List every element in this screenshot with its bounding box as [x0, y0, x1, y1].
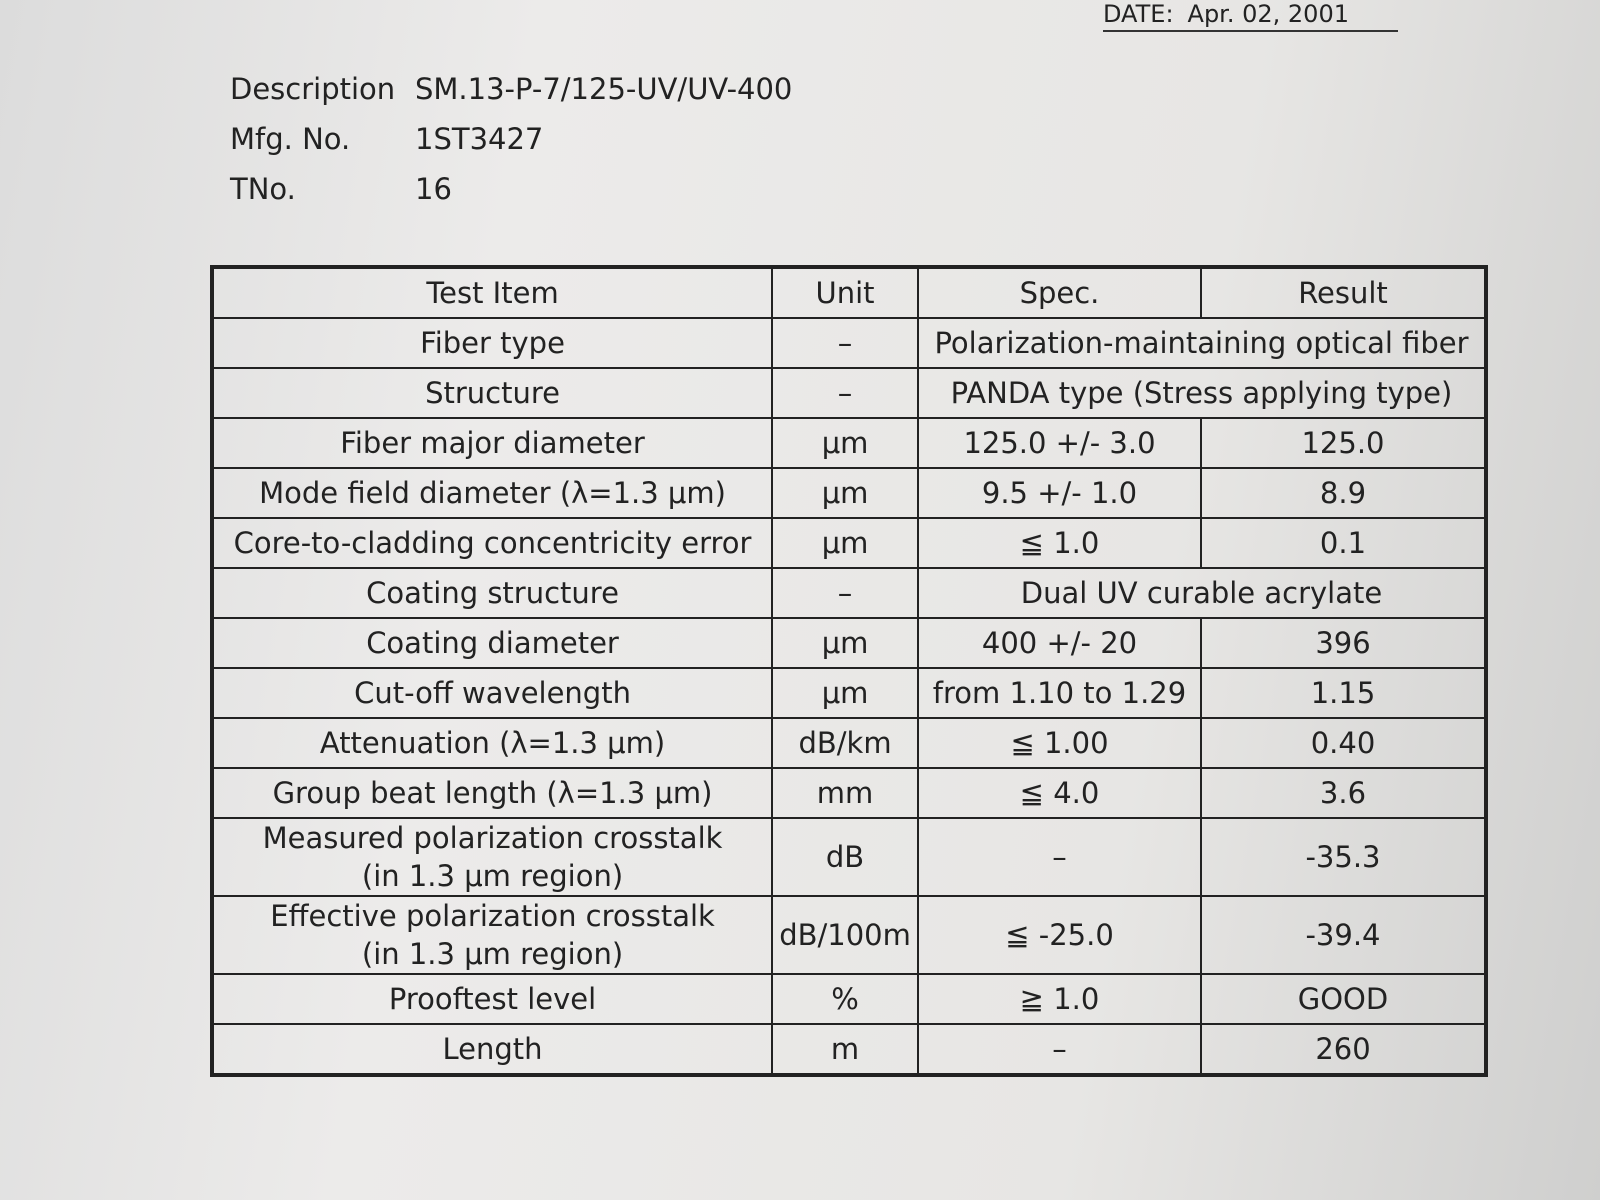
table-row: Mode field diameter (λ=1.3 μm) μm 9.5 +/- …: [210, 467, 1488, 519]
table-row: Prooftest level% ≧ 1.0 GOOD: [210, 973, 1488, 1025]
table-cell: 8.9: [1199, 467, 1488, 519]
column-header: Spec.: [917, 266, 1202, 319]
column-header: Test Item: [210, 266, 774, 319]
table-row: Fiber major diameter μm 125.0 +/- 3.0 125.0: [210, 417, 1488, 469]
table-cell: dB/km: [771, 717, 920, 769]
table-cell: Attenuation (λ=1.3 μm): [210, 717, 774, 769]
meta-value: 1ST3427: [415, 122, 544, 156]
table-cell: -35.3: [1199, 817, 1488, 897]
table-cell: -39.4: [1199, 895, 1488, 975]
table-cell: dB/100m: [771, 895, 920, 975]
table-row: Cut-off wavelength μm from 1.10 to 1.29 1.1…: [210, 667, 1488, 719]
table-cell: Core-to-cladding concentricity error: [210, 517, 774, 569]
meta-label: Description: [230, 72, 396, 106]
table-cell: ≦ 1.00: [917, 717, 1202, 769]
table-cell: –: [771, 317, 920, 369]
table-cell: –: [771, 367, 920, 419]
table-cell: ≧ 1.0: [917, 973, 1202, 1025]
column-header: Unit: [771, 266, 920, 319]
table-cell: 125.0: [1199, 417, 1488, 469]
table-cell: Fiber major diameter: [210, 417, 774, 469]
table-cell: Effective polarization crosstalk (in 1.3…: [210, 895, 774, 975]
date: DATE: Apr. 02, 2001: [1103, 0, 1398, 32]
table-cell: 0.40: [1199, 717, 1488, 769]
table-cell: Coating structure: [210, 567, 774, 619]
table-cell: μm: [771, 667, 920, 719]
table-cell: μm: [771, 517, 920, 569]
table-cell: m: [771, 1023, 920, 1076]
table-cell: ≦ -25.0: [917, 895, 1202, 975]
table-cell: 125.0 +/- 3.0: [917, 417, 1202, 469]
table-cell: ≦ 1.0: [917, 517, 1202, 569]
meta-value: SM.13-P-7/125-UV/UV-400: [415, 72, 793, 106]
table-cell: Cut-off wavelength: [210, 667, 774, 719]
table-cell: Polarization-maintaining optical fiber: [917, 317, 1487, 369]
table-cell: Fiber type: [210, 317, 774, 369]
table-cell: mm: [771, 767, 920, 819]
table-row: Coating diameter μm 400 +/- 20 396: [210, 617, 1488, 669]
date-label: DATE:: [1103, 0, 1174, 28]
table-cell: %: [771, 973, 920, 1025]
table-row: Attenuation (λ=1.3 μm) dB/km ≦ 1.00 0.40: [210, 717, 1488, 769]
table-cell: Mode field diameter (λ=1.3 μm): [210, 467, 774, 519]
table-cell: Group beat length (λ=1.3 μm): [210, 767, 774, 819]
table-row: Group beat length (λ=1.3 μm) mm ≦ 4.0 3.6: [210, 767, 1488, 819]
table-cell: –: [771, 567, 920, 619]
table-cell: –: [917, 1023, 1202, 1076]
table-cell: Dual UV curable acrylate: [917, 567, 1487, 619]
table-cell: Coating diameter: [210, 617, 774, 669]
table-cell: ≦ 4.0: [917, 767, 1202, 819]
table-cell: Structure: [210, 367, 774, 419]
table-row: Length m –260: [210, 1023, 1488, 1076]
table-cell: 0.1: [1199, 517, 1488, 569]
table-cell: Prooftest level: [210, 973, 774, 1025]
table-cell: Measured polarization crosstalk (in 1.3 …: [210, 817, 774, 897]
table-cell: from 1.10 to 1.29: [917, 667, 1202, 719]
table-cell: –: [917, 817, 1202, 897]
table-cell: μm: [771, 467, 920, 519]
table-cell: Length: [210, 1023, 774, 1076]
meta-label: Mfg. No.: [230, 122, 351, 156]
table-row: Measured polarization crosstalk (in 1.3 …: [210, 817, 1488, 897]
table-cell: 1.15: [1199, 667, 1488, 719]
table-cell: 3.6: [1199, 767, 1488, 819]
table-cell: GOOD: [1199, 973, 1488, 1025]
table-cell: 400 +/- 20: [917, 617, 1202, 669]
meta-label: TNo.: [230, 172, 296, 206]
table-row: Fiber type – Polarization-maintaining opti…: [210, 317, 1487, 369]
date-value: Apr. 02, 2001: [1187, 0, 1349, 28]
table-row: Effective polarization crosstalk (in 1.3…: [210, 895, 1488, 975]
meta-row: Description SM.13-P-7/125-UV/UV-400: [230, 72, 792, 122]
table-row: Core-to-cladding concentricity error μm ≦ …: [210, 517, 1488, 569]
table-cell: 9.5 +/- 1.0: [917, 467, 1202, 519]
table-cell: 396: [1199, 617, 1488, 669]
table-row: Coating structure – Dual UV curable acryla…: [210, 567, 1487, 619]
meta-value: 16: [415, 172, 452, 206]
table-cell: PANDA type (Stress applying type): [917, 367, 1487, 419]
column-header: Result: [1199, 266, 1488, 319]
table-cell: 260: [1199, 1023, 1488, 1076]
meta-row: TNo. 16: [230, 172, 792, 222]
meta: Description SM.13-P-7/125-UV/UV-400 Mfg. N…: [230, 72, 792, 222]
header-row: Test Item Unit Spec. Result: [210, 266, 1488, 319]
table-cell: μm: [771, 617, 920, 669]
table-cell: μm: [771, 417, 920, 469]
meta-row: Mfg. No. 1ST3427: [230, 122, 792, 172]
table-row: Structure – PANDA type (Stress applying ty…: [210, 367, 1487, 419]
table-cell: dB: [771, 817, 920, 897]
spec-table: Test Item Unit Spec. Result Fiber type – Polar…: [210, 265, 1488, 1077]
